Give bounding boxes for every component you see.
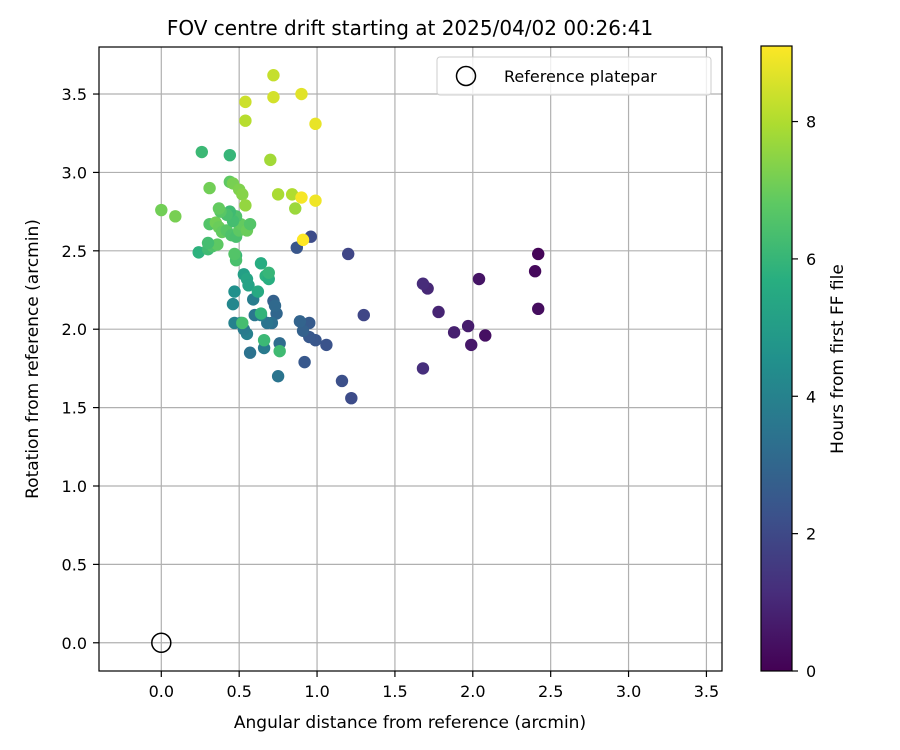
data-point [271, 370, 285, 383]
x-tick-label: 0.0 [149, 682, 174, 701]
data-point [155, 203, 168, 217]
data-point [192, 246, 205, 259]
y-axis-ticks: 0.0 0.5 1.0 1.5 2.0 2.5 3.0 3.5 [62, 85, 99, 653]
data-point [254, 257, 268, 270]
x-tick-label: 3.5 [694, 682, 719, 701]
colorbar-tick-label: 4 [806, 387, 816, 406]
data-point [236, 188, 249, 201]
reference-marker-group [151, 632, 172, 654]
data-point [169, 210, 182, 223]
y-axis-label: Rotation from reference (arcmin) [23, 219, 43, 499]
data-point [295, 191, 308, 204]
data-point [236, 316, 249, 330]
colorbar-ticks: 0 2 4 6 8 [792, 113, 816, 681]
data-point [239, 95, 252, 109]
data-point [295, 87, 308, 101]
data-point [267, 69, 280, 82]
x-tick-label: 1.0 [304, 682, 329, 701]
legend-box [436, 56, 712, 96]
data-point [342, 247, 355, 261]
x-axis-label: Angular distance from reference (arcmin) [234, 713, 586, 733]
data-point [309, 117, 322, 131]
data-point [293, 315, 307, 328]
data-point [298, 355, 311, 369]
data-point [211, 238, 224, 251]
x-axis-ticks: 0.0 0.5 1.0 1.5 2.0 2.5 3.0 3.5 [149, 671, 719, 701]
data-point [320, 338, 333, 352]
data-point [416, 362, 430, 375]
data-point [273, 344, 286, 358]
data-point [296, 324, 310, 337]
data-point [228, 247, 241, 261]
y-tick-label: 2.5 [62, 242, 87, 261]
legend-label: Reference platepar [504, 67, 657, 86]
colorbar-gradient [760, 45, 793, 672]
colorbar: 0 2 4 6 8 Hours from first FF file [760, 45, 848, 681]
data-point [432, 305, 445, 319]
data-point [285, 188, 299, 201]
data-point [243, 217, 257, 231]
data-point [239, 199, 252, 212]
legend-marker-open-circle-icon [455, 65, 477, 87]
data-point [472, 272, 486, 286]
colorbar-label: Hours from first FF file [828, 264, 848, 454]
data-point [532, 247, 545, 261]
data-point [226, 297, 240, 311]
grid-lines [99, 47, 722, 671]
colorbar-tick-label: 0 [806, 662, 816, 681]
y-tick-label: 2.0 [62, 320, 87, 339]
data-point [309, 194, 322, 207]
data-point [264, 153, 277, 167]
colorbar-tick-label: 6 [806, 250, 816, 269]
x-tick-label: 2.0 [460, 682, 485, 701]
data-point [243, 346, 257, 359]
data-point [479, 329, 492, 342]
data-point [212, 202, 226, 215]
data-point [345, 391, 358, 405]
y-tick-label: 1.5 [62, 399, 87, 418]
data-point [465, 338, 478, 352]
legend: Reference platepar [436, 56, 712, 96]
y-tick-label: 3.5 [62, 85, 87, 104]
data-point [251, 285, 265, 298]
data-point [296, 233, 310, 247]
data-point [223, 148, 237, 162]
data-point [528, 265, 542, 278]
data-points [155, 69, 545, 405]
plot-frame [98, 46, 723, 672]
data-point [262, 266, 275, 279]
data-point [268, 299, 282, 312]
x-tick-label: 1.5 [382, 682, 407, 701]
data-point [254, 307, 268, 320]
data-point [416, 277, 430, 290]
data-point [257, 333, 271, 347]
data-point [532, 302, 545, 316]
x-tick-label: 3.0 [616, 682, 641, 701]
y-tick-label: 0.5 [62, 555, 87, 574]
data-point [271, 188, 285, 201]
x-tick-label: 0.5 [226, 682, 251, 701]
data-point [203, 181, 216, 195]
data-point [447, 326, 461, 339]
chart-title: FOV centre drift starting at 2025/04/02 … [167, 16, 653, 40]
x-tick-label: 2.5 [538, 682, 563, 701]
data-point [201, 236, 215, 250]
data-point [335, 374, 349, 388]
data-point [228, 285, 241, 298]
data-point [239, 114, 252, 127]
data-point [289, 202, 302, 215]
reference-platepar-marker [151, 632, 172, 654]
colorbar-tick-label: 8 [806, 113, 816, 132]
data-point [267, 90, 280, 104]
y-tick-label: 0.0 [62, 634, 87, 653]
y-tick-label: 1.0 [62, 477, 87, 496]
data-point [357, 308, 370, 322]
data-point [461, 319, 475, 333]
colorbar-tick-label: 2 [806, 525, 816, 544]
data-point [242, 279, 255, 292]
data-point [195, 145, 208, 159]
y-tick-label: 3.0 [62, 163, 87, 182]
